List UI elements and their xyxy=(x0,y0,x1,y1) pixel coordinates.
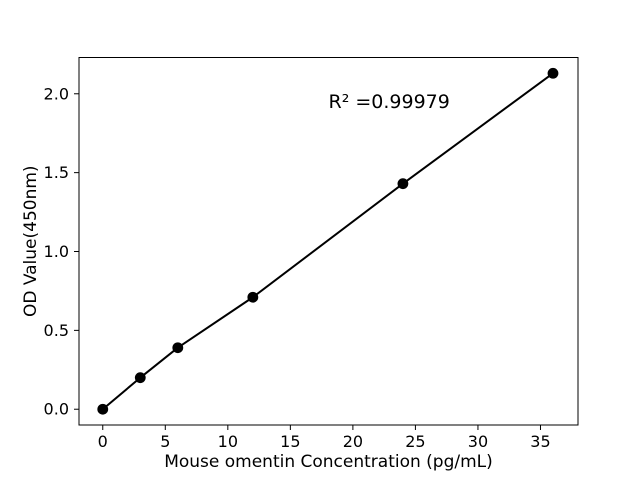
data-point xyxy=(247,291,259,303)
data-point xyxy=(172,342,184,354)
data-point xyxy=(547,67,559,79)
axes-spines xyxy=(78,57,579,426)
x-tick-label: 10 xyxy=(218,432,238,451)
y-tick-label: 1.5 xyxy=(44,163,69,182)
r-squared-annotation: R² =0.99979 xyxy=(329,91,450,113)
y-tick-label: 1.0 xyxy=(44,242,69,261)
standard-curve-line xyxy=(101,72,554,411)
y-tick-label: 0.5 xyxy=(44,321,69,340)
x-tick-label: 5 xyxy=(160,432,170,451)
y-axis-label: OD Value(450nm) xyxy=(21,165,41,317)
x-tick-label: 0 xyxy=(98,432,108,451)
x-tick-label: 30 xyxy=(468,432,488,451)
data-point xyxy=(97,403,109,415)
x-tick-label: 20 xyxy=(343,432,363,451)
data-point xyxy=(397,178,409,190)
x-axis-label: Mouse omentin Concentration (pg/mL) xyxy=(164,452,493,472)
x-tick-label: 25 xyxy=(405,432,425,451)
x-tick-label: 35 xyxy=(530,432,550,451)
y-tick-label: 0.0 xyxy=(44,400,69,419)
plot-area xyxy=(79,57,578,425)
data-point xyxy=(134,372,146,384)
y-tick-label: 2.0 xyxy=(44,84,69,103)
x-tick-label: 15 xyxy=(280,432,300,451)
